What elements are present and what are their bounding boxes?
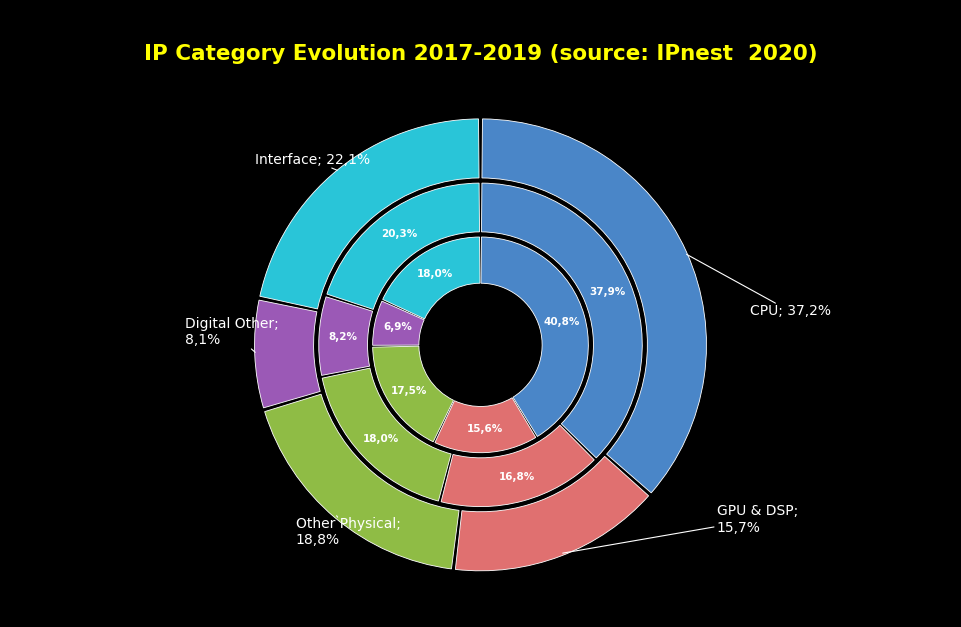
Wedge shape: [482, 119, 706, 493]
Text: Interface; 22,1%: Interface; 22,1%: [255, 153, 370, 171]
Text: 40,8%: 40,8%: [544, 317, 580, 327]
Text: 37,9%: 37,9%: [589, 287, 626, 297]
Text: 16,8%: 16,8%: [499, 472, 535, 482]
Wedge shape: [456, 456, 649, 571]
Text: Other Physical;
18,8%: Other Physical; 18,8%: [296, 516, 401, 547]
Text: 18,0%: 18,0%: [416, 268, 453, 278]
Wedge shape: [481, 237, 588, 436]
Wedge shape: [264, 394, 459, 569]
Wedge shape: [327, 183, 480, 309]
Text: 17,5%: 17,5%: [391, 386, 428, 396]
Wedge shape: [319, 297, 373, 376]
Text: 18,0%: 18,0%: [362, 435, 399, 445]
Wedge shape: [481, 183, 642, 458]
Wedge shape: [435, 398, 536, 453]
Text: 20,3%: 20,3%: [382, 229, 418, 239]
Text: 15,6%: 15,6%: [467, 424, 503, 435]
Wedge shape: [322, 368, 451, 501]
Wedge shape: [382, 237, 480, 319]
Wedge shape: [373, 346, 454, 442]
Text: CPU; 37,2%: CPU; 37,2%: [686, 255, 831, 319]
Text: 6,9%: 6,9%: [383, 322, 412, 332]
Wedge shape: [441, 425, 594, 507]
Wedge shape: [259, 119, 479, 309]
Text: Digital Other;
8,1%: Digital Other; 8,1%: [185, 317, 279, 352]
Wedge shape: [255, 300, 320, 408]
Text: IP Category Evolution 2017-2019 (source: IPnest  2020): IP Category Evolution 2017-2019 (source:…: [144, 44, 817, 64]
Text: GPU & DSP;
15,7%: GPU & DSP; 15,7%: [563, 504, 798, 553]
Text: 8,2%: 8,2%: [329, 332, 357, 342]
Wedge shape: [373, 301, 424, 345]
